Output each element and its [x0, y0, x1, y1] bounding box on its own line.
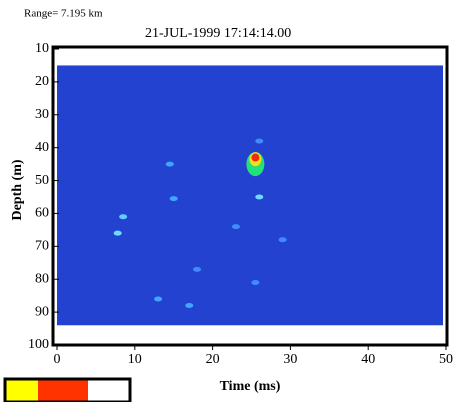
- x-tick-label: 20: [206, 352, 220, 367]
- y-tick-label: 30: [35, 107, 49, 122]
- echo: [255, 138, 264, 144]
- y-tick-label: 90: [35, 304, 49, 319]
- y-tick-label: 10: [35, 41, 49, 56]
- y-tick-label: 80: [35, 271, 49, 286]
- echo: [113, 230, 122, 236]
- echo: [251, 153, 260, 162]
- colorbar-swatch: [88, 379, 130, 402]
- echo: [231, 224, 240, 230]
- chart-title: 21-JUL-1999 17:14:14.00: [145, 26, 291, 41]
- x-tick-label: 50: [439, 352, 453, 367]
- echo: [119, 214, 128, 220]
- y-tick-label: 100: [28, 337, 49, 352]
- echo: [154, 296, 163, 302]
- y-tick-label: 20: [35, 74, 49, 89]
- x-axis-label: Time (ms): [220, 379, 281, 394]
- y-tick-label: 50: [35, 173, 49, 188]
- echo: [165, 161, 174, 167]
- x-tick-label: 30: [283, 352, 297, 367]
- y-axis-label: Depth (m): [10, 159, 25, 220]
- echo: [255, 194, 264, 200]
- echo: [169, 196, 178, 202]
- y-tick-label: 70: [35, 239, 49, 254]
- y-tick-label: 60: [35, 206, 49, 221]
- x-tick-label: 0: [54, 352, 61, 367]
- colorbar-frame: [3, 377, 132, 402]
- echo-field: [57, 65, 443, 326]
- echo: [251, 280, 260, 286]
- y-tick-label: 40: [35, 140, 49, 155]
- colorbar-swatch: [5, 379, 38, 402]
- x-tick-label: 10: [128, 352, 142, 367]
- plot-frame: [51, 45, 449, 347]
- x-tick-label: 40: [361, 352, 375, 367]
- range-label: Range= 7.195 km: [24, 8, 103, 20]
- colorbar-swatch: [38, 379, 88, 402]
- echo: [185, 303, 194, 309]
- echo: [193, 266, 202, 272]
- echo: [278, 237, 287, 243]
